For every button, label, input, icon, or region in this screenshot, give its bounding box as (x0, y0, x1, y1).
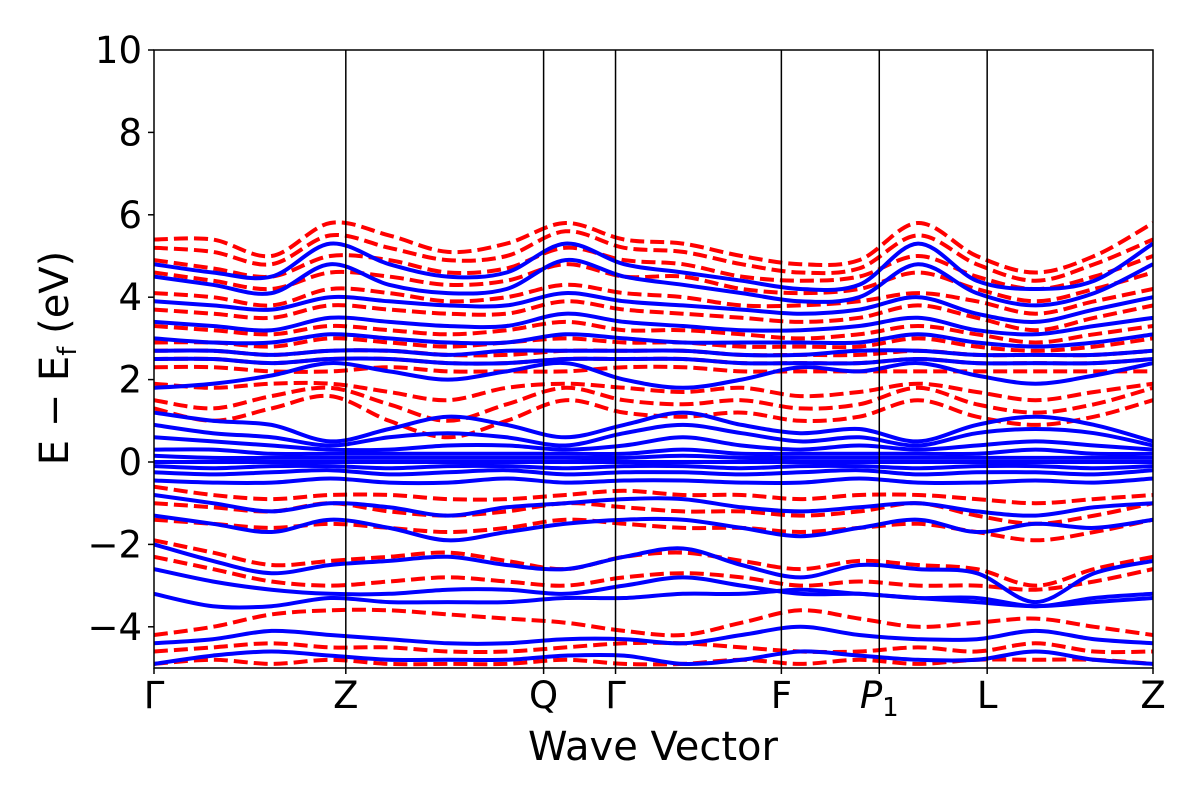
y-tick-label: 2 (118, 359, 142, 402)
kpoint-divider-lines (345, 50, 988, 668)
solid-band-line (154, 348, 1153, 358)
x-tick-label: Γ (144, 674, 165, 717)
solid-band-line (154, 493, 1153, 518)
dashed-band-line (154, 538, 1153, 588)
dashed-band-line (154, 220, 1153, 275)
dashed-band-line (154, 484, 1153, 506)
solid-band-line (154, 311, 1153, 337)
solid-band-line (154, 356, 1153, 366)
x-axis-label: Wave Vector (528, 724, 779, 770)
solid-band-line (154, 567, 1153, 609)
solid-band-line (154, 241, 1153, 292)
y-axis-label: E − Ef (eV) (32, 251, 83, 466)
x-tick-label: P1 (860, 674, 899, 723)
x-tick-label: L (977, 674, 998, 717)
x-tick-label: Z (1140, 674, 1165, 717)
dashed-band-line (154, 262, 1153, 304)
y-tick-label: 0 (118, 441, 142, 484)
solid-band-line (154, 410, 1153, 444)
y-tick-label: 10 (95, 29, 142, 72)
solid-band-line (154, 463, 1153, 471)
solid-band-line (154, 542, 1153, 605)
y-axis: −4 −2 0 2 4 6 8 10 (87, 29, 154, 649)
y-tick-label: −2 (87, 523, 142, 566)
dashed-band-line (154, 282, 1153, 316)
solid-band-line (154, 587, 1153, 610)
dashed-band-line (154, 385, 1153, 423)
dashed-band-line (154, 380, 1153, 403)
solid-band-line (154, 332, 1153, 349)
dashed-band-line (154, 607, 1153, 638)
solid-band-line (154, 435, 1153, 453)
x-tick-label: Γ (605, 674, 626, 717)
dashed-band-line (154, 393, 1153, 440)
solid-band-line (154, 624, 1153, 646)
solid-band-line (154, 422, 1153, 448)
dashed-band-line (154, 245, 1153, 291)
dashed-band-line (154, 554, 1153, 592)
solid-band-line (154, 360, 1153, 390)
dashed-band-line (154, 299, 1153, 333)
x-tick-label: Q (529, 674, 558, 717)
solid-band-line (154, 513, 1153, 543)
y-tick-label: 4 (118, 276, 142, 319)
y-tick-label: 8 (118, 111, 142, 154)
solid-band-line (154, 649, 1153, 667)
dashed-band-line (154, 319, 1153, 345)
solid-band-line (154, 291, 1153, 324)
y-tick-label: 6 (118, 194, 142, 237)
dashed-band-line (154, 229, 1153, 283)
y-tick-label: −4 (87, 606, 142, 649)
x-tick-label: Z (333, 674, 358, 717)
solid-band-line (154, 258, 1153, 308)
dashed-band-line (154, 640, 1153, 655)
solid-band-line (154, 447, 1153, 457)
x-axis: Γ Z Q Γ F P1 L Z (144, 668, 1166, 723)
solid-band-line (154, 453, 1153, 461)
solid-band-line (154, 468, 1153, 477)
plot-frame (153, 49, 1154, 669)
solid-band-line (154, 476, 1153, 486)
band-lines (154, 220, 1153, 667)
dashed-band-line (154, 364, 1153, 374)
x-tick-label: F (771, 674, 792, 717)
